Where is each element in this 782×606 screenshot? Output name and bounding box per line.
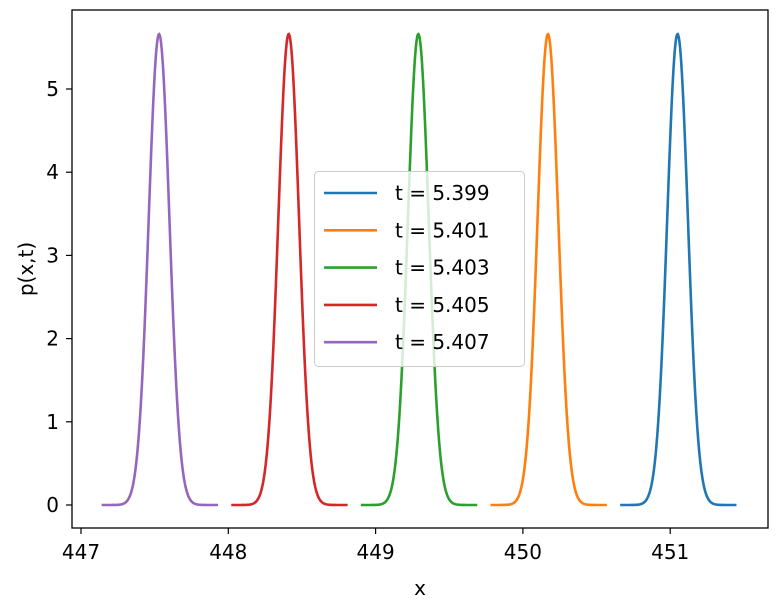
y-tick-label: 5 [46,77,59,101]
legend: t = 5.399 t = 5.401 t = 5.403 t = 5.405 t = … [314,171,525,367]
x-tick-label: 447 [62,540,100,564]
y-tick-label: 3 [46,243,59,267]
legend-label: t = 5.401 [395,218,490,242]
y-tick-label: 4 [46,160,59,184]
y-tick-label: 0 [46,493,59,517]
y-tick-label: 2 [46,327,59,351]
y-tick-label: 1 [46,410,59,434]
legend-label: t = 5.405 [395,293,490,317]
legend-box [314,171,525,367]
series-line-2 [360,32,478,507]
legend-label: t = 5.403 [395,256,490,280]
y-axis-ticks: 0 1 2 3 4 5 [46,77,72,517]
x-axis-label: x [414,576,426,600]
x-tick-label: 448 [209,540,247,564]
legend-label: t = 5.407 [395,330,490,354]
series-line-0 [620,32,737,507]
series-line-1 [490,32,607,507]
x-tick-label: 449 [357,540,395,564]
x-tick-label: 451 [651,540,689,564]
y-axis-label: p(x,t) [14,242,38,296]
axes-frame [71,9,769,529]
series-line-3 [231,32,348,507]
x-tick-label: 450 [504,540,542,564]
x-axis-ticks: 447 448 449 450 451 [62,528,689,564]
legend-label: t = 5.399 [395,181,490,205]
plot-curves [101,32,737,507]
series-line-4 [101,32,218,507]
